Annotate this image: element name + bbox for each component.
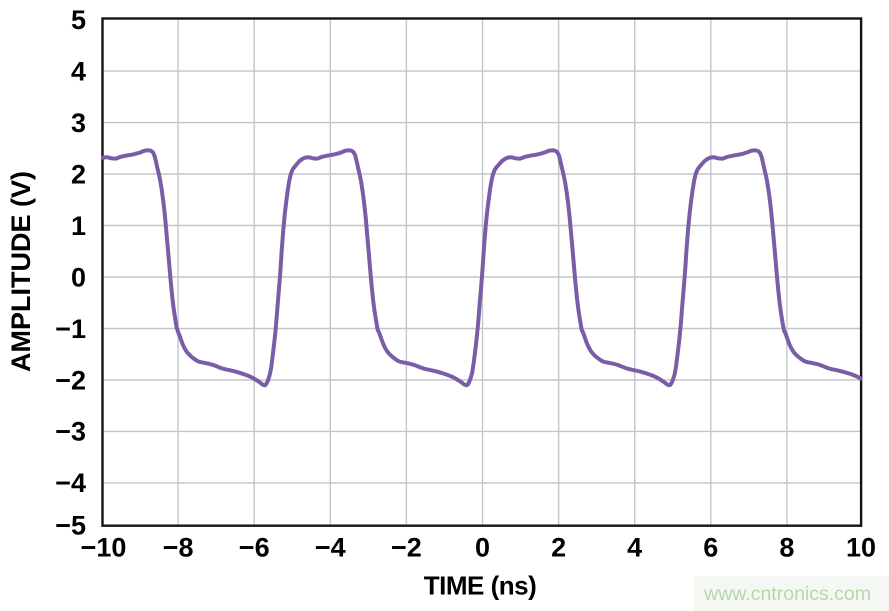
svg-text:−4: −4 (55, 468, 86, 498)
svg-text:4: 4 (71, 56, 86, 86)
svg-text:−10: −10 (81, 532, 127, 562)
svg-text:−5: −5 (55, 511, 86, 541)
svg-text:1: 1 (71, 211, 86, 241)
svg-text:www.cntronics.com: www.cntronics.com (703, 583, 871, 605)
svg-text:2: 2 (71, 159, 86, 189)
svg-text:4: 4 (627, 532, 642, 562)
svg-text:−4: −4 (315, 532, 346, 562)
svg-text:−8: −8 (163, 532, 194, 562)
svg-text:−2: −2 (55, 365, 86, 395)
svg-text:5: 5 (71, 5, 86, 35)
svg-text:3: 3 (71, 108, 86, 138)
svg-text:0: 0 (71, 262, 86, 292)
svg-text:6: 6 (703, 532, 718, 562)
svg-text:0: 0 (475, 532, 490, 562)
svg-text:TIME (ns): TIME (ns) (424, 571, 537, 601)
svg-text:8: 8 (779, 532, 794, 562)
svg-text:−1: −1 (55, 314, 86, 344)
svg-text:10: 10 (846, 532, 876, 562)
svg-text:−3: −3 (55, 417, 86, 447)
svg-text:−6: −6 (239, 532, 270, 562)
svg-text:AMPLITUDE (V): AMPLITUDE (V) (6, 171, 36, 372)
svg-text:2: 2 (551, 532, 566, 562)
svg-text:−2: −2 (391, 532, 422, 562)
